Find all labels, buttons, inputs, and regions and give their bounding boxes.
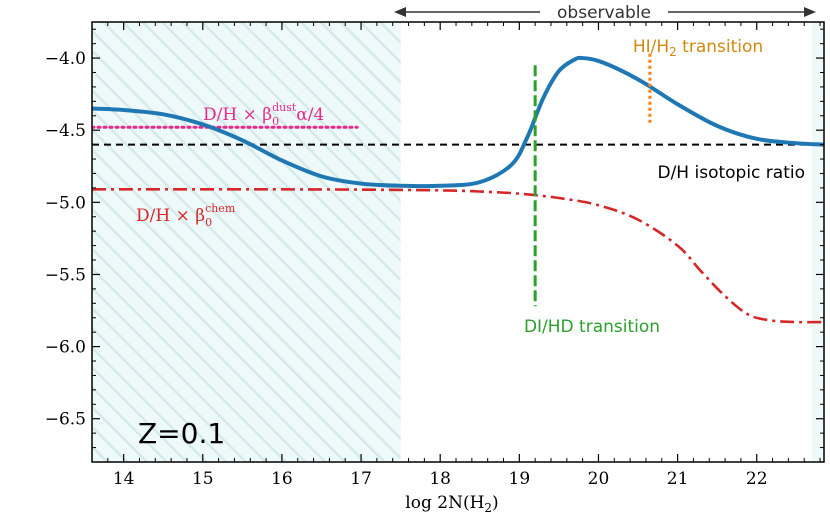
x-axis-label: log 2N(H2) xyxy=(405,493,498,515)
observable-label: observable xyxy=(557,3,651,23)
total-dh-curve xyxy=(92,55,824,189)
x-tick-label: 18 xyxy=(429,469,451,489)
chem-label: D/H × β0chem xyxy=(136,202,236,229)
chem-line xyxy=(92,188,824,324)
isotopic-ratio-label: D/H isotopic ratio xyxy=(657,163,805,183)
chem-sub: 0 xyxy=(205,216,212,229)
chem-sup: chem xyxy=(205,202,236,215)
y-tick-label: −6.5 xyxy=(45,410,86,430)
x-axis-label-sub: 2 xyxy=(484,501,492,515)
unobservable-shaded-region xyxy=(92,22,401,462)
dust-sup: dust xyxy=(272,101,297,114)
x-tick-label: 14 xyxy=(113,469,135,489)
x-tick-label: 22 xyxy=(746,469,768,489)
x-axis-label-main: log 2N(H xyxy=(405,493,484,513)
x-axis-ticks: 14 15 16 17 18 19 20 21 22 xyxy=(107,22,821,489)
x-tick-label: 19 xyxy=(509,469,531,489)
x-tick-label: 15 xyxy=(192,469,214,489)
x-tick-label: 21 xyxy=(667,469,689,489)
dust-suffix: α/4 xyxy=(296,105,324,125)
chem-prefix: D/H × β xyxy=(136,206,205,226)
y-tick-label: −4.0 xyxy=(45,49,86,69)
hi-h2-sub: 2 xyxy=(669,45,677,59)
x-tick-label: 16 xyxy=(271,469,293,489)
right-edge-shade xyxy=(812,22,824,462)
hi-h2-transition-label: HI/H2 transition xyxy=(633,37,763,59)
x-tick-label: 20 xyxy=(588,469,610,489)
x-axis-label-close: ) xyxy=(492,493,499,513)
metallicity-label: Z=0.1 xyxy=(138,417,225,450)
di-hd-transition-label: DI/HD transition xyxy=(524,317,660,337)
dust-prefix: D/H × β xyxy=(203,105,272,125)
y-tick-label: −6.0 xyxy=(45,338,86,358)
dust-sub: 0 xyxy=(272,115,279,128)
y-tick-label: −5.5 xyxy=(45,265,86,285)
hi-h2-prefix: HI/H xyxy=(633,37,669,57)
y-tick-label: −5.0 xyxy=(45,193,86,213)
x-tick-label: 17 xyxy=(350,469,372,489)
y-tick-label: −4.5 xyxy=(45,121,86,141)
observable-range-arrow: observable xyxy=(394,3,816,23)
dust-label: D/H × β0dustα/4 xyxy=(203,101,324,128)
plot-frame xyxy=(91,21,825,463)
y-axis-ticks: −4.0 −4.5 −5.0 −5.5 −6.0 −6.5 xyxy=(45,28,824,449)
hi-h2-suffix: transition xyxy=(677,37,763,57)
